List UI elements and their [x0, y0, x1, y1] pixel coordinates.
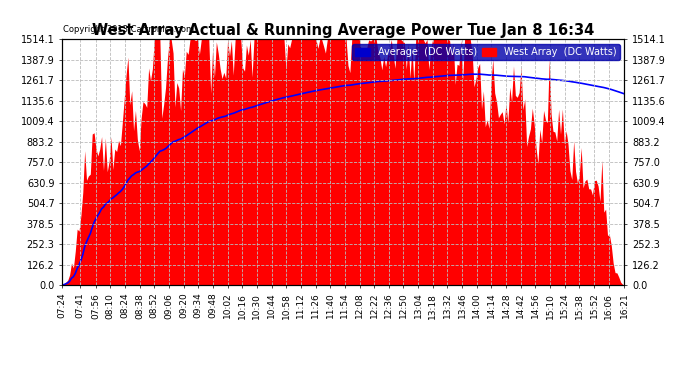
Legend: Average  (DC Watts), West Array  (DC Watts): Average (DC Watts), West Array (DC Watts… [353, 44, 620, 60]
Title: West Array Actual & Running Average Power Tue Jan 8 16:34: West Array Actual & Running Average Powe… [92, 23, 594, 38]
Text: Copyright 2013 Cartronics.com: Copyright 2013 Cartronics.com [63, 26, 194, 34]
